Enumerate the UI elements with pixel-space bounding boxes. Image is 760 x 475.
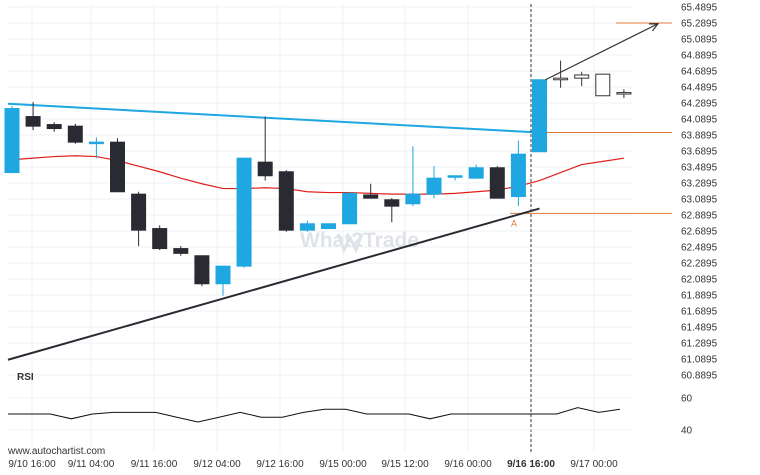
candle-body [88,141,104,145]
price-tick-label: 65.4895 [681,3,718,14]
candle-body [4,108,20,174]
price-tick-label: 62.0895 [681,275,718,286]
candle-body [447,175,463,178]
candle-body [510,153,526,198]
price-tick-label: 63.6895 [681,147,718,158]
price-tick-label: 61.2895 [681,339,718,350]
candle-body [152,228,168,250]
candle-body [616,92,632,95]
candle-body [574,74,590,79]
price-tick-label: 62.2895 [681,259,718,270]
rsi-tick-label: 60 [681,394,693,405]
price-tick-label: 63.2895 [681,179,718,190]
price-tick-label: 61.4895 [681,323,718,334]
candle-body [46,124,62,130]
price-tick-label: 64.4895 [681,83,718,94]
candle-body [384,199,400,207]
candle-body [215,265,231,285]
time-tick-label: 9/17 00:00 [570,459,618,470]
time-tick-label: 9/12 16:00 [256,459,304,470]
price-tick-label: 62.8895 [681,211,718,222]
price-tick-label: 61.6895 [681,307,718,318]
candle-body [553,77,569,81]
rsi-line [8,407,620,423]
candle-body [278,171,294,231]
candle-body [257,161,273,177]
breakout-levels: A [510,22,672,228]
rsi-panel: RSI 60 40 [8,372,693,437]
candle-body [342,192,358,225]
candle-body [67,125,83,143]
time-axis: 9/10 16:00 9/11 04:00 9/11 16:00 9/12 04:00… [8,459,618,470]
time-tick-label: 9/10 16:00 [8,459,56,470]
price-tick-label: 61.0895 [681,355,718,366]
forecast-arrow [545,23,660,81]
candle-body [110,141,125,193]
price-tick-label: 64.2895 [681,99,718,110]
grid-lines [8,4,632,452]
time-tick-label: 9/16 16:00 [507,459,555,470]
candle-body [363,194,379,199]
price-tick-label: 63.4895 [681,163,718,174]
candle-body [173,248,189,254]
price-tick-label: 62.6895 [681,227,718,238]
support-trendline [7,207,540,361]
time-tick-label: 9/15 00:00 [319,459,367,470]
candle-body [321,223,336,230]
candle-body [532,79,547,153]
candle-body [405,193,421,205]
price-tick-label: 65.2895 [681,19,718,30]
watermark-logo-icon [336,233,364,254]
candle-body [468,167,484,179]
price-tick-label: 64.8895 [681,51,718,62]
price-tick-label: 65.0895 [681,35,718,46]
price-tick-label: 60.8895 [681,371,718,382]
candles [4,60,632,296]
footer-source-text: www.autochartist.com [7,446,105,457]
rsi-label: RSI [17,372,34,383]
resistance-trendline [7,102,540,134]
price-axis: 65.4895 65.2895 65.0895 64.8895 64.6895 64.48… [681,3,718,382]
candle-body [236,157,252,267]
candle-body [25,116,41,127]
watermark-group: What2Trade [300,229,419,254]
time-tick-label: 9/15 12:00 [381,459,429,470]
price-tick-label: 63.0895 [681,195,718,206]
time-tick-label: 9/12 04:00 [193,459,241,470]
price-tick-label: 62.4895 [681,243,718,254]
candle-body [489,167,505,199]
pattern-marker-label: A [511,218,517,228]
candle-body [299,223,315,231]
trendlines [7,102,540,361]
candle-body [194,255,210,285]
forecast-arrow-line [545,23,659,81]
time-tick-label: 9/16 00:00 [444,459,492,470]
candle-body [131,193,147,231]
price-tick-label: 61.8895 [681,291,718,302]
time-tick-label: 9/11 16:00 [131,459,178,470]
time-tick-label: 9/11 04:00 [68,459,115,470]
price-tick-label: 64.6895 [681,67,718,78]
price-tick-label: 64.0895 [681,115,718,126]
price-tick-label: 63.8895 [681,131,718,142]
candle-body [595,73,611,97]
rsi-tick-label: 40 [681,426,693,437]
candle-body [426,177,442,195]
forecast-arrowhead-icon [648,23,660,32]
